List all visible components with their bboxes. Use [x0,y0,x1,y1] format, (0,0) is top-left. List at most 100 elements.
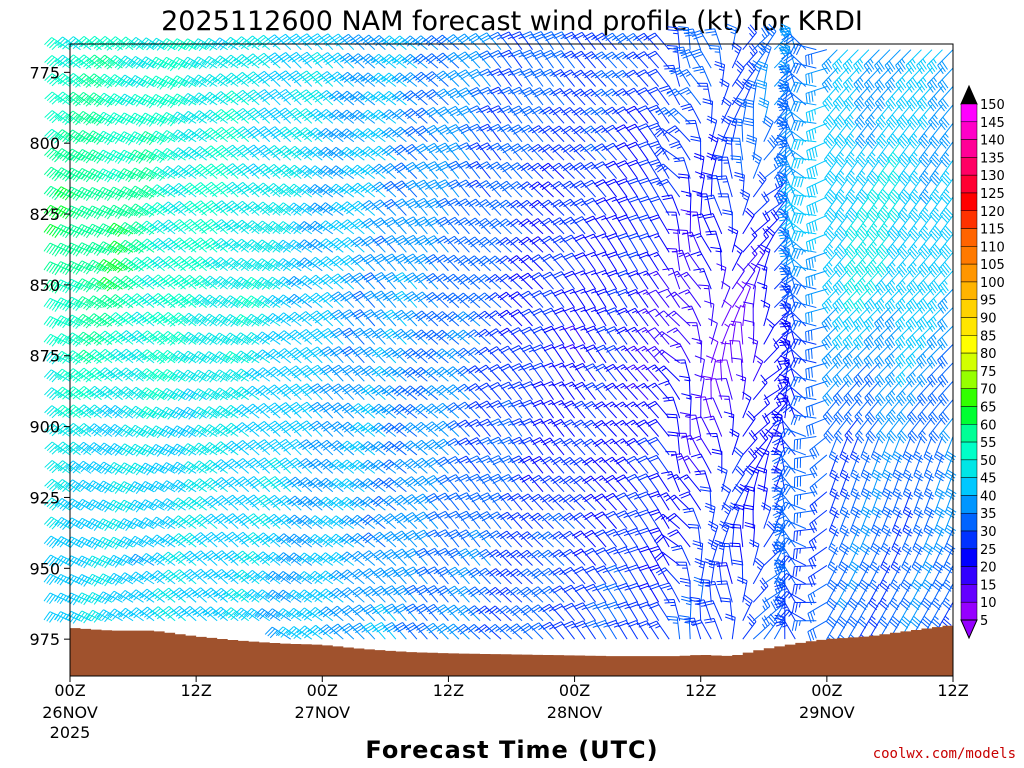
wind-barb-flag [62,60,71,68]
wind-barb-flag [62,373,71,382]
wind-barb-flag [46,537,54,546]
wind-barb-flag [54,205,62,215]
wind-barb-flag [43,242,51,252]
wind-barb-shaft [51,387,71,401]
wind-barb-shaft [61,368,81,382]
wind-barb-flag [56,537,65,547]
wind-barb-flag [56,225,64,235]
wind-barb-flag [43,316,51,325]
wind-barb-flag [43,351,52,361]
wind-barb-shaft [51,460,71,474]
wind-barb-shaft [62,423,81,437]
wind-barbs [43,23,957,647]
wind-barb-shaft [61,350,81,364]
wind-barb-half-flag [57,412,63,417]
wind-barb-flag [62,301,70,311]
wind-barb-flag [62,152,70,162]
wind-barb-flag [54,91,64,100]
wind-barb [54,91,81,106]
wind-barb-flag [49,76,58,85]
wind-barb-flag [49,500,58,509]
wind-barb-flag [44,55,53,63]
wind-barb [43,297,71,312]
wind-barb-flag [43,166,52,176]
wind-barb-flag [49,132,58,141]
wind-barb-flag [54,242,61,252]
wind-barb [54,386,81,401]
wind-barb-flag [59,76,68,85]
wind-barb-flag [46,244,54,253]
wind-barb [44,91,71,106]
wind-barb-flag [44,37,53,46]
wind-barb-flag [51,465,60,474]
wind-barb-flag [46,317,54,327]
wind-barb-flag [62,41,71,50]
wind-barb-half-flag [60,193,65,198]
wind-barb-flag [46,371,55,380]
wind-barb-flag [59,95,68,103]
wind-barb-flag [59,318,67,327]
wind-barb-flag [49,40,58,49]
wind-barb-half-flag [57,485,63,490]
wind-barb-flag [51,152,60,161]
wind-barb-flag [43,573,51,583]
wind-barb-flag [59,390,68,398]
wind-barb-flag [59,557,67,567]
wind-barb-shaft [50,573,71,585]
wind-barb-flag [49,188,57,198]
wind-barb-flag [56,316,65,326]
wind-barb-flag [43,592,51,602]
wind-barb-flag [49,557,57,567]
wind-barb-flag [49,576,57,586]
wind-barb-flag [43,516,52,525]
wind-barb-flag [49,95,58,103]
wind-barb-shaft [49,279,71,290]
wind-barb-flag [51,540,60,549]
wind-barb-shaft [62,73,81,87]
wind-barb-flag [49,336,57,346]
wind-barb-flag [46,335,54,344]
wind-barb-shaft [60,205,81,216]
wind-barb-flag [44,110,53,118]
wind-barb-flag [46,130,55,139]
wind-barb-flag [44,460,53,468]
wind-barb-flag [49,207,57,217]
wind-barb-shaft [60,224,81,235]
wind-barb-flag [54,129,63,138]
wind-barb-flag [43,223,51,233]
wind-barb-flag [51,428,60,437]
wind-barb-flag [46,93,55,102]
wind-barb [44,73,71,87]
wind-barb-flag [62,355,70,364]
wind-barb-half-flag [57,98,63,103]
wind-barb-flag [49,263,56,273]
wind-barb-flag [49,538,57,548]
wind-barb-flag [49,372,57,381]
wind-barb-flag [44,91,53,100]
wind-barb-flag [54,173,62,182]
wind-barb [43,185,71,201]
wind-barb-flag [49,318,57,328]
wind-barb-flag [43,185,52,195]
wind-barb-flag [56,187,65,197]
wind-barb-flag [44,128,53,137]
wind-barb-shaft [49,261,71,272]
wind-barb-flag [49,390,57,399]
wind-barb-flag [44,73,53,81]
wind-barb-flag [51,338,59,347]
wind-barb-flag [46,149,55,158]
wind-barb-flag [62,134,71,143]
wind-barb-flag [44,387,52,396]
wind-barb-flag [54,154,62,163]
wind-barb-flag [49,169,57,179]
wind-barb-flag [51,60,60,69]
wind-barb [44,55,71,69]
wind-barb-flag [49,519,57,528]
wind-barb-flag [49,408,58,417]
wind-barb-flag [59,245,67,255]
wind-barb-flag [46,168,55,177]
wind-barb-shaft [51,55,71,69]
wind-barb-flag [49,482,58,491]
wind-barb-flag [57,352,65,361]
wind-barb-half-flag [68,61,73,67]
